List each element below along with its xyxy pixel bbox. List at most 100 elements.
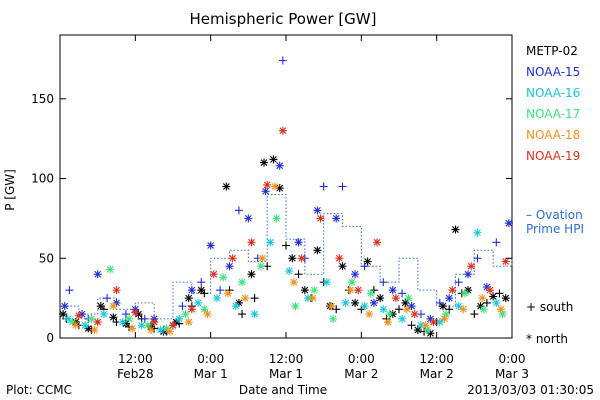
point-noaa-19-north bbox=[278, 126, 287, 135]
x-tick-date-label: Mar 3 bbox=[495, 367, 529, 381]
point-metp-02-north bbox=[260, 158, 269, 167]
point-noaa-15-south bbox=[360, 262, 369, 271]
point-noaa-19-north bbox=[112, 286, 121, 295]
point-noaa-18-north bbox=[346, 286, 355, 295]
point-noaa-15-north bbox=[388, 286, 397, 295]
marker-key-north: * north bbox=[526, 332, 568, 346]
point-noaa-16-north bbox=[435, 318, 444, 327]
point-metp-02-north bbox=[338, 262, 347, 271]
point-noaa-18-north bbox=[402, 305, 411, 314]
x-tick-date-label: Mar 1 bbox=[269, 367, 303, 381]
point-metp-02-north bbox=[501, 294, 510, 303]
point-noaa-15-north bbox=[351, 270, 360, 279]
point-noaa-15-south bbox=[278, 56, 287, 65]
point-metp-02-north bbox=[313, 246, 322, 255]
point-noaa-15-north bbox=[225, 262, 234, 271]
point-noaa-19-north bbox=[228, 254, 237, 263]
x-tick-time-label: 0:00 bbox=[197, 352, 224, 366]
point-noaa-16-north bbox=[360, 302, 369, 311]
y-axis-label: P [GW] bbox=[3, 169, 17, 211]
point-noaa-17-north bbox=[256, 262, 265, 271]
point-metp-02-north bbox=[59, 310, 68, 319]
point-noaa-18-north bbox=[109, 302, 118, 311]
point-noaa-17-north bbox=[460, 289, 469, 298]
point-noaa-17-north bbox=[347, 278, 356, 287]
point-noaa-17-north bbox=[329, 314, 338, 323]
point-noaa-16-north bbox=[250, 310, 259, 319]
point-metp-02-south bbox=[238, 310, 247, 319]
point-metp-02-south bbox=[445, 305, 454, 314]
point-noaa-17-north bbox=[219, 273, 228, 282]
point-noaa-18-north bbox=[478, 294, 487, 303]
point-noaa-17-north bbox=[106, 265, 115, 274]
point-noaa-16-north bbox=[454, 302, 463, 311]
point-metp-02-north bbox=[451, 225, 460, 234]
point-noaa-19-north bbox=[74, 311, 83, 320]
point-metp-02-south bbox=[250, 294, 259, 303]
point-noaa-15-north bbox=[294, 238, 303, 247]
point-metp-02-south bbox=[200, 289, 209, 298]
point-metp-02-north bbox=[184, 294, 193, 303]
point-metp-02-north bbox=[376, 294, 385, 303]
point-noaa-15-south bbox=[216, 286, 225, 295]
point-noaa-16-north bbox=[231, 302, 240, 311]
point-noaa-15-south bbox=[121, 310, 130, 319]
point-noaa-15-south bbox=[454, 278, 463, 287]
point-noaa-15-south bbox=[379, 278, 388, 287]
point-noaa-18-north bbox=[327, 302, 336, 311]
y-tick-label: 0 bbox=[46, 331, 54, 345]
point-metp-02-north bbox=[363, 257, 372, 266]
point-noaa-18-north bbox=[384, 318, 393, 327]
point-noaa-15-south bbox=[435, 298, 444, 307]
point-metp-02-north bbox=[489, 292, 498, 301]
point-noaa-19-north bbox=[486, 286, 495, 295]
point-noaa-16-north bbox=[63, 314, 72, 323]
point-metp-02-south bbox=[495, 289, 504, 298]
point-noaa-16-north bbox=[194, 298, 203, 307]
point-noaa-15-south bbox=[492, 238, 501, 247]
x-axis-label: Date and Time bbox=[239, 383, 327, 397]
x-tick-date-label: Mar 2 bbox=[344, 367, 378, 381]
point-metp-02-south bbox=[407, 321, 416, 330]
point-noaa-15-north bbox=[332, 214, 341, 223]
point-noaa-16-north bbox=[492, 298, 501, 307]
footer-timestamp: 2013/03/03 01:30:05 bbox=[467, 383, 594, 397]
point-noaa-19-north bbox=[247, 238, 256, 247]
x-tick-time-label: 0:00 bbox=[348, 352, 375, 366]
legend-ovation-line2: Prime HPI bbox=[526, 222, 584, 236]
point-noaa-18-north bbox=[440, 314, 449, 323]
point-metp-02-north bbox=[109, 313, 118, 322]
point-noaa-19-north bbox=[429, 318, 438, 327]
point-noaa-16-north bbox=[118, 318, 127, 327]
point-noaa-17-north bbox=[404, 294, 413, 303]
point-metp-02-south bbox=[332, 305, 341, 314]
point-noaa-17-north bbox=[125, 314, 134, 323]
data-points bbox=[59, 56, 513, 338]
x-tick-date-label: Mar 1 bbox=[194, 367, 228, 381]
y-tick-label: 100 bbox=[31, 172, 54, 186]
point-noaa-18-north bbox=[271, 182, 280, 191]
legend-entry-metp-02: METP-02 bbox=[526, 44, 578, 58]
point-noaa-19-north bbox=[316, 214, 325, 223]
y-axis-ticks: 0 50 100 150 bbox=[31, 92, 512, 345]
point-noaa-16-north bbox=[266, 238, 275, 247]
point-noaa-17-north bbox=[87, 314, 96, 323]
point-noaa-18-north bbox=[459, 305, 468, 314]
point-noaa-19-north bbox=[373, 238, 382, 247]
point-noaa-16-north bbox=[212, 294, 221, 303]
point-metp-02-south bbox=[294, 270, 303, 279]
point-noaa-18-north bbox=[128, 324, 137, 333]
point-noaa-18-north bbox=[497, 305, 506, 314]
point-noaa-16-north bbox=[473, 228, 482, 237]
point-noaa-16-north bbox=[81, 321, 90, 330]
point-metp-02-north bbox=[401, 298, 410, 307]
point-noaa-15-north bbox=[275, 161, 284, 170]
point-noaa-15-south bbox=[234, 206, 243, 215]
point-noaa-15-north bbox=[504, 219, 513, 228]
point-noaa-15-north bbox=[464, 270, 473, 279]
point-noaa-16-north bbox=[398, 314, 407, 323]
point-noaa-18-north bbox=[71, 321, 80, 330]
point-metp-02-north bbox=[413, 326, 422, 335]
point-noaa-15-north bbox=[407, 302, 416, 311]
